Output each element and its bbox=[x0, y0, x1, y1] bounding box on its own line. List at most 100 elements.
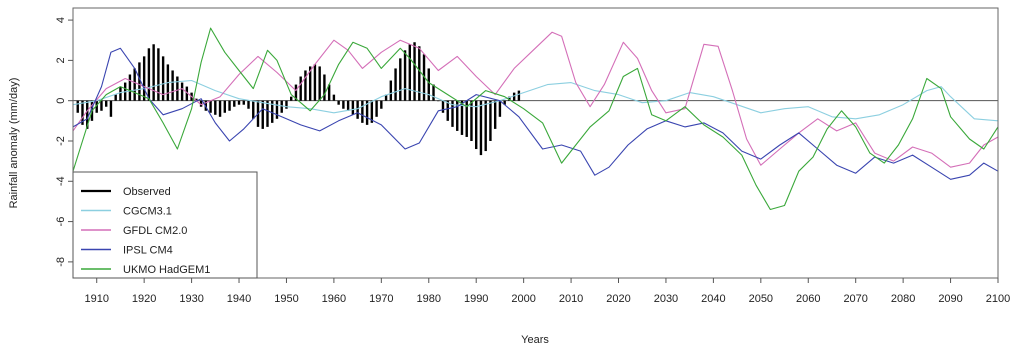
observed-bar bbox=[275, 100, 279, 119]
observed-bar bbox=[218, 100, 222, 117]
observed-bar bbox=[441, 100, 445, 113]
x-tick-label: 2060 bbox=[796, 293, 820, 305]
legend-label: IPSL CM4 bbox=[123, 245, 173, 257]
observed-bar bbox=[380, 100, 383, 109]
observed-bar bbox=[484, 100, 487, 152]
observed-bar bbox=[86, 100, 89, 129]
observed-bar bbox=[465, 100, 468, 137]
observed-bar bbox=[133, 68, 136, 101]
x-tick-label: 1940 bbox=[227, 293, 251, 305]
y-tick-label: -6 bbox=[55, 217, 67, 227]
y-tick-label: 4 bbox=[55, 17, 67, 23]
observed-bar bbox=[304, 70, 307, 101]
observed-bar bbox=[342, 100, 345, 109]
observed-bar bbox=[308, 66, 312, 101]
x-tick-label: 1990 bbox=[464, 293, 488, 305]
observed-bar bbox=[81, 100, 84, 125]
observed-bar bbox=[266, 100, 269, 127]
observed-bar bbox=[365, 100, 369, 125]
x-tick-label: 1960 bbox=[322, 293, 346, 305]
y-tick-label: 0 bbox=[55, 98, 67, 104]
x-tick-label: 1950 bbox=[274, 293, 298, 305]
observed-bar bbox=[403, 50, 407, 101]
x-tick-label: 2010 bbox=[559, 293, 583, 305]
x-tick-label: 2050 bbox=[749, 293, 773, 305]
observed-bar bbox=[517, 90, 521, 101]
observed-bar bbox=[313, 64, 317, 101]
y-tick-label: -8 bbox=[55, 257, 67, 267]
observed-bar bbox=[228, 100, 231, 111]
observed-bar bbox=[199, 100, 203, 107]
observed-bar bbox=[323, 74, 326, 101]
observed-bar bbox=[427, 68, 430, 101]
observed-bar bbox=[418, 46, 421, 101]
observed-bar bbox=[237, 100, 241, 105]
observed-bar bbox=[105, 100, 108, 107]
y-tick-label: -4 bbox=[55, 176, 67, 186]
observed-bar bbox=[299, 76, 302, 101]
observed-bar bbox=[119, 86, 122, 101]
observed-bar bbox=[171, 70, 174, 101]
observed-bar bbox=[195, 98, 198, 101]
model-lines bbox=[72, 27, 999, 211]
observed-bar bbox=[157, 48, 160, 101]
observed-bar bbox=[475, 100, 478, 150]
observed-bar bbox=[451, 100, 454, 127]
x-tick-label: 2030 bbox=[654, 293, 678, 305]
observed-bar bbox=[100, 100, 103, 111]
x-tick-label: 2000 bbox=[511, 293, 535, 305]
y-tick-label: -2 bbox=[55, 136, 67, 146]
x-tick-label: 2100 bbox=[986, 293, 1010, 305]
legend-box bbox=[72, 171, 258, 279]
observed-bar bbox=[337, 100, 340, 105]
observed-bar bbox=[161, 56, 165, 101]
observed-bar bbox=[142, 56, 146, 101]
observed-bar bbox=[375, 100, 378, 117]
observed-bar bbox=[294, 84, 298, 101]
x-tick-label: 1920 bbox=[132, 293, 156, 305]
observed-bar bbox=[384, 94, 388, 101]
observed-bar bbox=[456, 100, 459, 131]
plot-frame bbox=[72, 7, 999, 279]
observed-bar bbox=[233, 100, 236, 107]
observed-bar bbox=[493, 100, 497, 129]
observed-bar bbox=[460, 100, 464, 135]
observed-bar bbox=[290, 96, 293, 101]
x-tick-label: 2080 bbox=[891, 293, 915, 305]
observed-bar bbox=[437, 100, 440, 102]
observed-bar bbox=[413, 42, 416, 101]
observed-bar bbox=[508, 96, 511, 101]
series-line-cgcm3-1 bbox=[72, 79, 999, 122]
observed-bar bbox=[361, 100, 364, 123]
x-tick-label: 2070 bbox=[843, 293, 867, 305]
observed-bar bbox=[176, 76, 179, 101]
series-line-ipsl-cm4 bbox=[72, 47, 999, 180]
observed-bar bbox=[318, 66, 321, 101]
observed-bar bbox=[209, 100, 212, 113]
observed-bar bbox=[138, 62, 141, 101]
legend-label: Observed bbox=[123, 186, 171, 198]
observed-bar bbox=[479, 100, 483, 156]
observed-bar bbox=[446, 100, 449, 121]
observed-bar bbox=[489, 100, 492, 141]
observed-bar bbox=[285, 100, 288, 109]
x-tick-label: 1970 bbox=[369, 293, 393, 305]
observed-bar bbox=[327, 84, 331, 101]
legend-label: UKMO HadGEM1 bbox=[123, 264, 210, 276]
observed-bar bbox=[152, 44, 155, 101]
observed-bar bbox=[498, 100, 502, 117]
observed-bar bbox=[280, 100, 283, 113]
observed-bar bbox=[114, 94, 117, 101]
observed-bar bbox=[271, 100, 274, 123]
observed-bar bbox=[247, 100, 250, 109]
observed-bar bbox=[242, 100, 245, 105]
legend-label: GFDL CM2.0 bbox=[123, 225, 187, 237]
x-tick-label: 2090 bbox=[938, 293, 962, 305]
axes: 1910 1920 1930 1940 1950 1960 1970 1980 1990 2000… bbox=[55, 17, 1010, 305]
observed-bar bbox=[332, 94, 336, 101]
observed-bar bbox=[180, 82, 184, 101]
observed-bar bbox=[252, 100, 255, 119]
observed-bar bbox=[185, 86, 189, 101]
observed-bar bbox=[214, 100, 217, 115]
